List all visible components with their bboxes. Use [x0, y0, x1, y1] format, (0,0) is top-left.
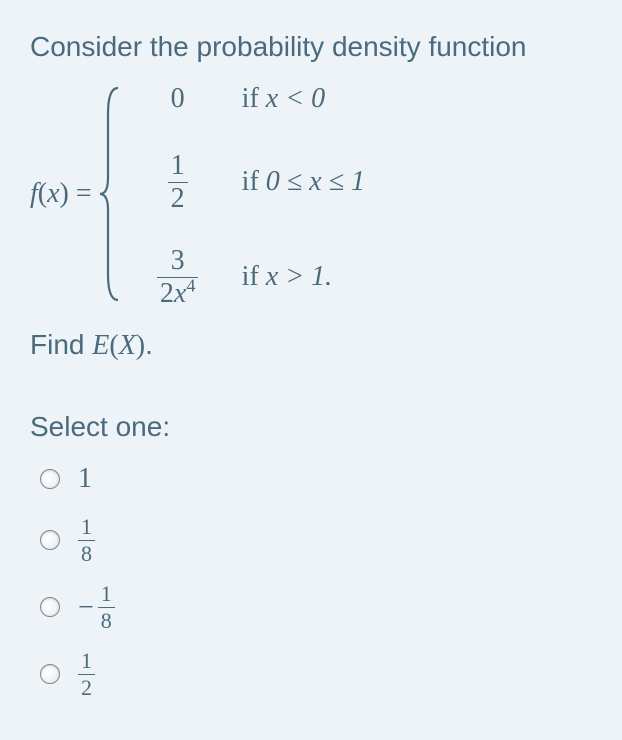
- radio-icon[interactable]: [40, 597, 60, 617]
- case-row: 3 2x4 if x > 1.: [138, 247, 365, 308]
- intro-text: Consider the probability density functio…: [30, 28, 592, 66]
- cases-list: 0 if x < 0 1 2 if 0 ≤ x ≤ 1: [138, 80, 365, 308]
- option-label: − 1 8: [78, 583, 115, 632]
- case-row: 0 if x < 0: [138, 80, 365, 118]
- option-4[interactable]: 1 2: [30, 650, 592, 699]
- option-2[interactable]: 1 8: [30, 516, 592, 565]
- options-group: 1 1 8 − 1 8: [30, 460, 592, 699]
- find-text: Find E(X).: [30, 326, 592, 365]
- radio-icon[interactable]: [40, 664, 60, 684]
- case-value: 1 2: [138, 152, 218, 213]
- piecewise-definition: f(x) = 0 if x < 0 1 2 if 0 ≤ x ≤: [30, 80, 592, 308]
- case-value: 3 2x4: [138, 247, 218, 308]
- option-label: 1 8: [78, 516, 95, 565]
- select-one-label: Select one:: [30, 408, 592, 446]
- option-label: 1: [78, 460, 92, 498]
- case-condition: if x < 0: [242, 80, 325, 118]
- radio-icon[interactable]: [40, 469, 60, 489]
- case-row: 1 2 if 0 ≤ x ≤ 1: [138, 152, 365, 213]
- option-3[interactable]: − 1 8: [30, 583, 592, 632]
- case-value: 0: [138, 80, 218, 118]
- radio-icon[interactable]: [40, 530, 60, 550]
- left-brace-icon: [98, 84, 126, 304]
- case-condition: if x > 1.: [242, 258, 332, 296]
- option-1[interactable]: 1: [30, 460, 592, 498]
- case-condition: if 0 ≤ x ≤ 1: [242, 163, 365, 201]
- lhs: f(x) =: [30, 175, 92, 213]
- option-label: 1 2: [78, 650, 95, 699]
